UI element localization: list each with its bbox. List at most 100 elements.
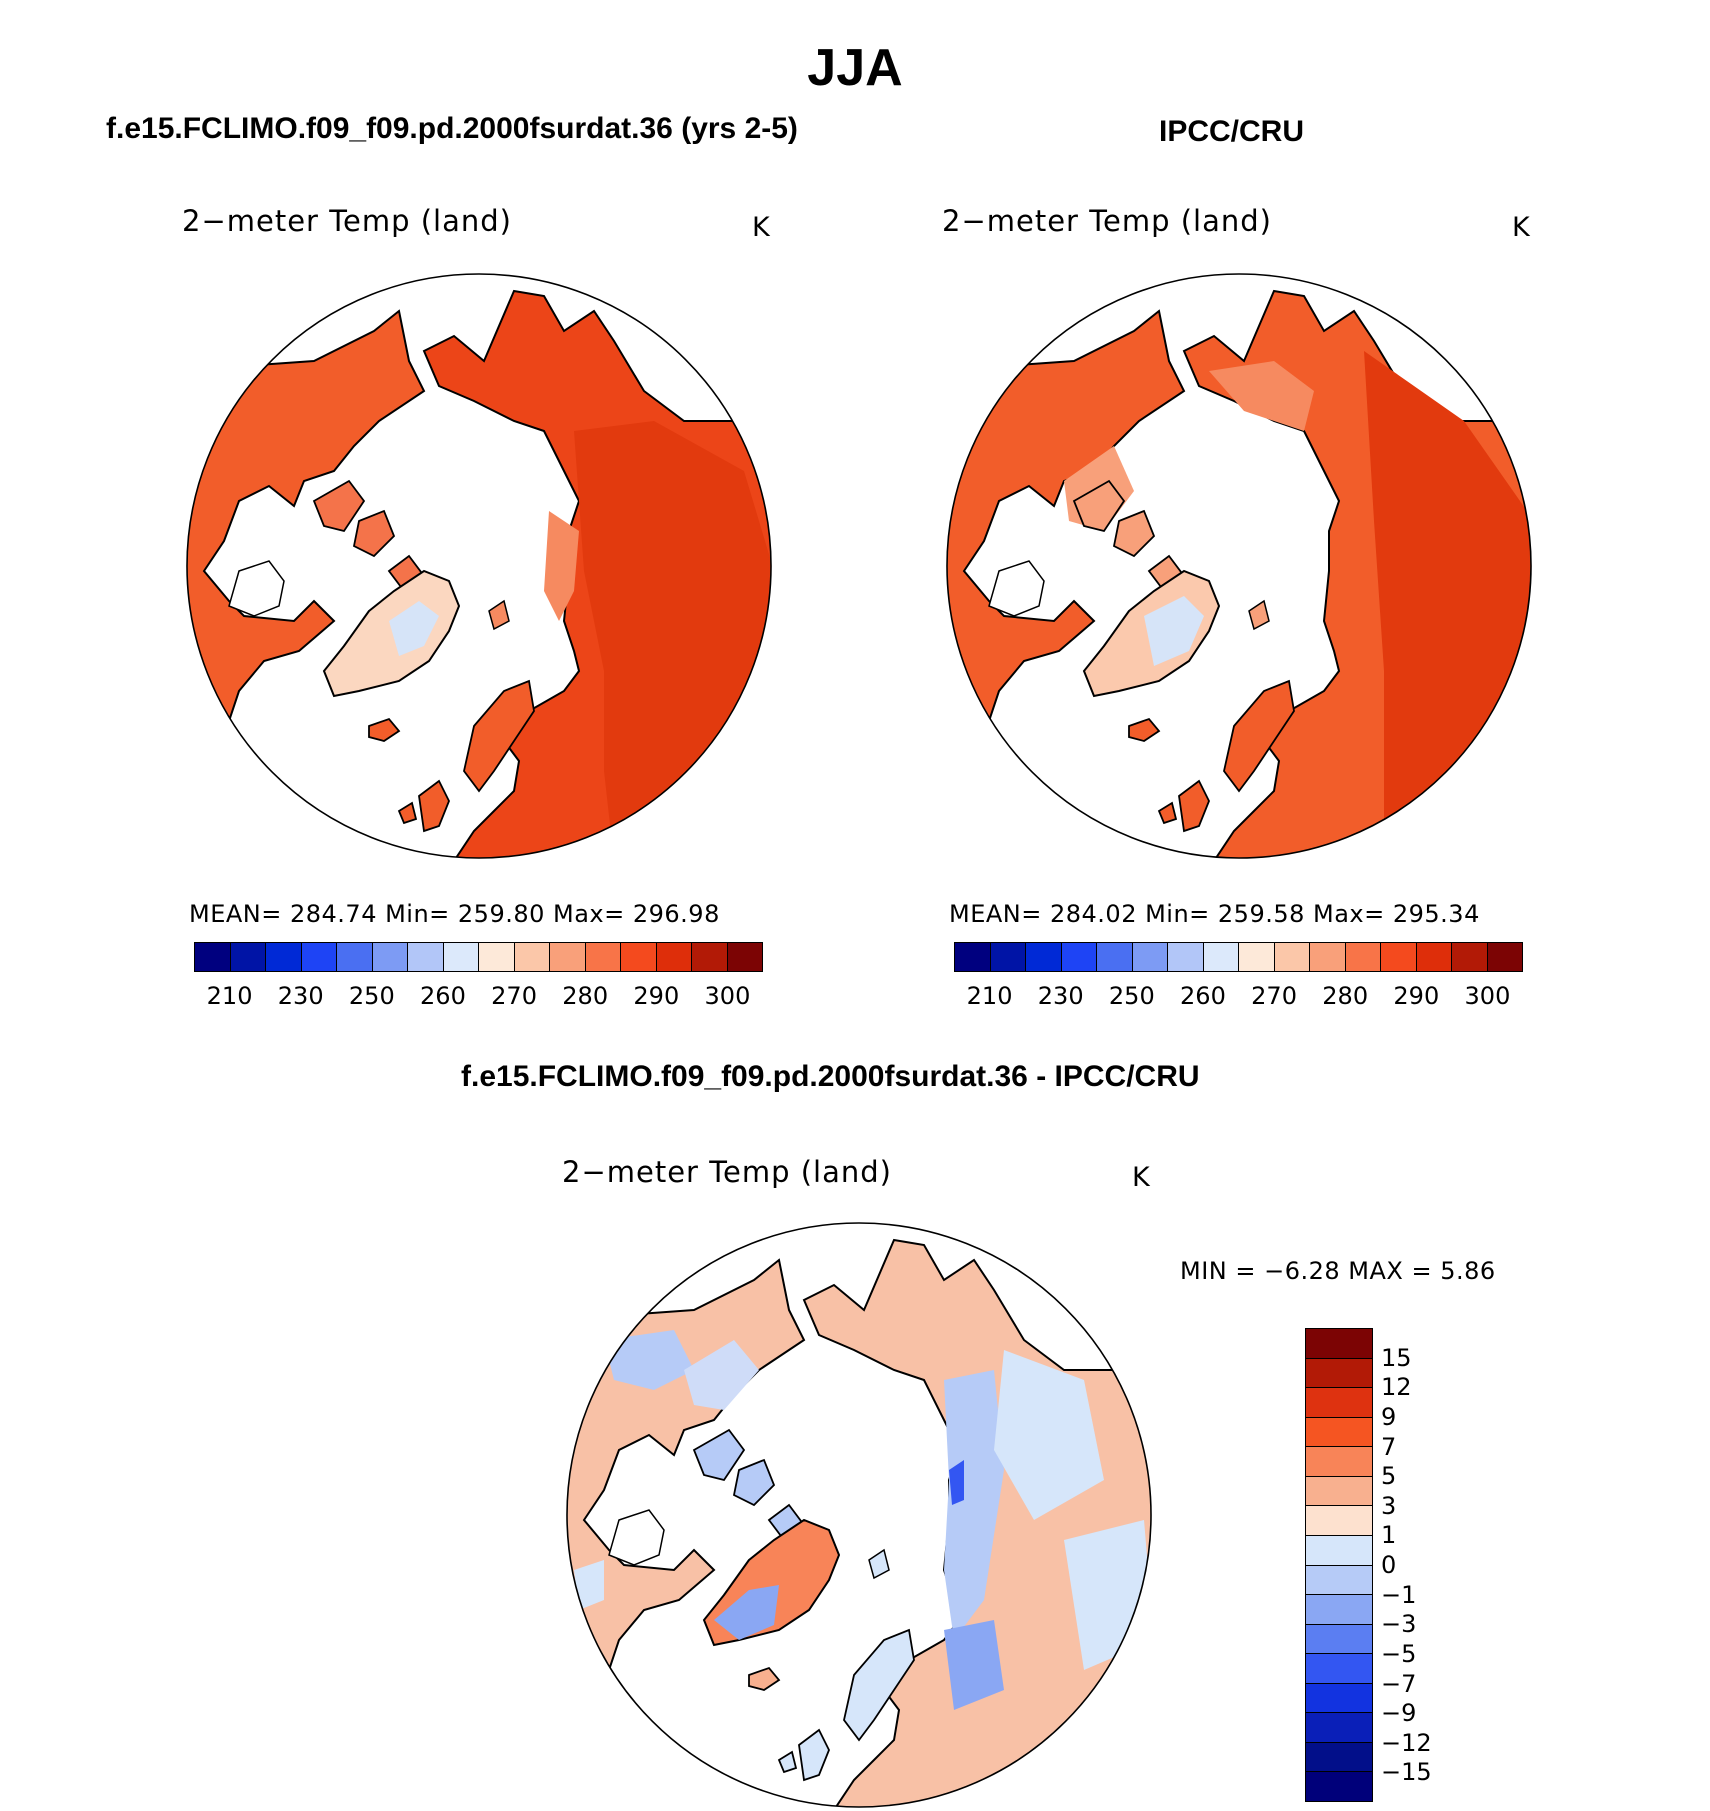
arctic-archipelago — [312, 479, 426, 593]
colorbar-swatch — [195, 943, 231, 971]
colorbar-swatch — [1306, 1506, 1372, 1536]
colorbar-swatch — [1061, 943, 1097, 971]
colorbar-swatch — [692, 943, 728, 971]
colorbar-tick-label: −1 — [1381, 1580, 1417, 1609]
colorbar-swatch — [621, 943, 657, 971]
colorbar-tick-label: −9 — [1381, 1699, 1417, 1728]
colorbar-swatch — [1487, 943, 1522, 971]
colorbar-tick-label: −5 — [1381, 1639, 1417, 1668]
obs-stats: MEAN= 284.02 Min= 259.58 Max= 295.34 — [949, 900, 1480, 928]
scandinavia — [1223, 679, 1295, 793]
model-units-label: K — [752, 212, 770, 243]
colorbar-tick-label: −15 — [1381, 1758, 1432, 1787]
colorbar-swatch — [1306, 1358, 1372, 1389]
obs-variable-title: 2−meter Temp (land) — [942, 204, 1272, 238]
svalbard — [1248, 599, 1270, 631]
colorbar-swatch — [1306, 1476, 1372, 1507]
colorbar-swatch — [656, 943, 692, 971]
colorbar-swatch — [1306, 1742, 1372, 1773]
colorbar-tick-label: 270 — [491, 982, 537, 1010]
colorbar-swatch — [585, 943, 621, 971]
colorbar-swatch — [266, 943, 302, 971]
british-isles — [397, 779, 450, 833]
colorbar-tick-label: 15 — [1381, 1343, 1412, 1372]
colorbar-swatch — [301, 943, 337, 971]
colorbar-tick-label: 5 — [1381, 1462, 1397, 1491]
colorbar-swatch — [408, 943, 444, 971]
colorbar-swatch — [955, 943, 991, 971]
colorbar-swatch — [1306, 1624, 1372, 1655]
colorbar-swatch — [727, 943, 762, 971]
colorbar-swatch — [1452, 943, 1488, 971]
obs-polar-map — [946, 273, 1532, 859]
colorbar-tick-label: 280 — [562, 982, 609, 1010]
colorbar-swatch — [337, 943, 373, 971]
obs-colorbar — [954, 942, 1523, 972]
obs-units-label: K — [1512, 212, 1530, 243]
iceland — [748, 1666, 781, 1691]
colorbar-tick-label: 260 — [420, 982, 466, 1010]
colorbar-swatch — [1306, 1417, 1372, 1448]
colorbar-tick-label: 9 — [1381, 1402, 1397, 1431]
colorbar-tick-label: 210 — [206, 982, 253, 1010]
colorbar-swatch — [1274, 943, 1310, 971]
colorbar-swatch — [1345, 943, 1381, 971]
colorbar-swatch — [1310, 943, 1346, 971]
colorbar-tick-label: 300 — [704, 982, 751, 1010]
colorbar-tick-label: 250 — [1108, 982, 1155, 1010]
greenland-landmass — [322, 569, 461, 698]
colorbar-tick-label: 230 — [1037, 982, 1084, 1010]
page-title: JJA — [807, 39, 903, 97]
colorbar-tick-label: 280 — [1322, 982, 1369, 1010]
colorbar-swatch — [1306, 1565, 1372, 1596]
colorbar-swatch — [230, 943, 266, 971]
colorbar-tick-label: 12 — [1381, 1373, 1412, 1402]
diff-units-label: K — [1132, 1162, 1150, 1193]
colorbar-swatch — [1239, 943, 1275, 971]
colorbar-swatch — [1306, 1654, 1372, 1684]
colorbar-swatch — [1203, 943, 1239, 971]
colorbar-tick-label: −7 — [1381, 1669, 1417, 1698]
colorbar-tick-label: 270 — [1251, 982, 1297, 1010]
british-isles — [1157, 779, 1210, 833]
model-colorbar — [194, 942, 763, 972]
colorbar-tick-label: 290 — [633, 982, 680, 1010]
diff-polar-map — [566, 1222, 1152, 1808]
colorbar-tick-label: 0 — [1381, 1551, 1397, 1579]
colorbar-swatch — [1306, 1388, 1372, 1418]
colorbar-tick-label: 3 — [1381, 1491, 1397, 1520]
colorbar-swatch — [1026, 943, 1062, 971]
scandinavia — [463, 679, 535, 793]
model-polar-map — [186, 273, 772, 859]
scandinavia — [843, 1628, 915, 1742]
diff-panel-header: f.e15.FCLIMO.f09_f09.pd.2000fsurdat.36 -… — [461, 1060, 1200, 1093]
iceland — [1128, 717, 1161, 742]
colorbar-tick-label: 250 — [348, 982, 395, 1010]
colorbar-tick-label: 300 — [1464, 982, 1511, 1010]
colorbar-tick-label: 7 — [1381, 1432, 1397, 1461]
colorbar-swatch — [1306, 1713, 1372, 1743]
colorbar-swatch — [479, 943, 515, 971]
colorbar-swatch — [1097, 943, 1133, 971]
colorbar-swatch — [1306, 1683, 1372, 1714]
colorbar-tick-label: 1 — [1381, 1521, 1397, 1550]
colorbar-swatch — [1306, 1772, 1372, 1801]
iceland — [368, 717, 401, 742]
colorbar-tick-label: 290 — [1393, 982, 1440, 1010]
colorbar-swatch — [1306, 1329, 1372, 1359]
svalbard — [488, 599, 510, 631]
british-isles — [777, 1728, 830, 1782]
colorbar-swatch — [550, 943, 586, 971]
colorbar-swatch — [1306, 1595, 1372, 1625]
diff-colorbar — [1305, 1328, 1373, 1802]
diff-stats: MIN = −6.28 MAX = 5.86 — [1180, 1257, 1496, 1285]
north-america-landmass — [947, 309, 1186, 752]
obs-panel-header: IPCC/CRU — [1159, 115, 1305, 148]
colorbar-swatch — [514, 943, 550, 971]
colorbar-tick-label: 210 — [966, 982, 1013, 1010]
north-america-landmass — [187, 309, 426, 752]
colorbar-swatch — [372, 943, 408, 971]
model-stats: MEAN= 284.74 Min= 259.80 Max= 296.98 — [189, 900, 720, 928]
model-panel-header: f.e15.FCLIMO.f09_f09.pd.2000fsurdat.36 (… — [106, 112, 798, 145]
colorbar-swatch — [1306, 1447, 1372, 1477]
